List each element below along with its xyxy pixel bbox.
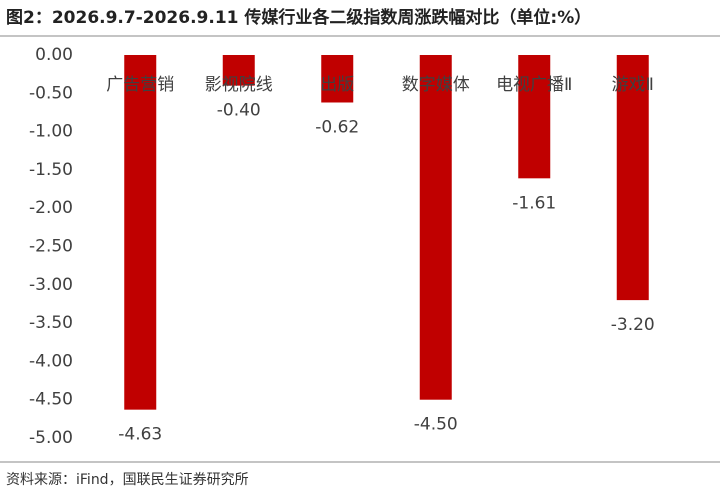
bar — [419, 55, 452, 400]
chart-title: 图2：2026.9.7-2026.9.11 传媒行业各二级指数周涨跌幅对比（单位… — [6, 7, 591, 28]
bar — [518, 55, 551, 179]
y-tick-label: -1.50 — [29, 160, 73, 180]
bar — [321, 55, 354, 103]
value-label: -4.63 — [118, 425, 162, 445]
y-tick-label: -5.00 — [29, 428, 73, 448]
x-tick-label: 影视院线 — [205, 75, 273, 95]
x-tick-label: 广告营销 — [106, 75, 174, 95]
bar — [124, 55, 157, 410]
value-label: -1.61 — [512, 193, 556, 213]
value-label: -0.40 — [217, 101, 261, 121]
x-tick-label: 电视广播Ⅱ — [496, 75, 572, 95]
x-tick-label: 出版 — [320, 75, 354, 95]
y-tick-label: -1.00 — [29, 122, 73, 142]
value-label: -4.50 — [414, 415, 458, 435]
y-tick-label: -4.50 — [29, 390, 73, 410]
x-tick-label: 游戏Ⅱ — [612, 75, 654, 95]
y-tick-label: -2.50 — [29, 237, 73, 257]
bar — [222, 55, 255, 86]
y-tick-label: -3.00 — [29, 275, 73, 295]
y-tick-label: -0.50 — [29, 83, 73, 103]
y-tick-label: -3.50 — [29, 313, 73, 333]
y-tick-label: -4.00 — [29, 351, 73, 371]
x-tick-label: 数字媒体 — [402, 75, 470, 95]
y-tick-label: -2.00 — [29, 198, 73, 218]
y-tick-label: 0.00 — [35, 45, 73, 65]
bar — [616, 55, 649, 301]
source: 资料来源：iFind，国联民生证券研究所 — [6, 472, 249, 488]
value-label: -3.20 — [611, 315, 655, 335]
value-label: -0.62 — [315, 117, 359, 137]
